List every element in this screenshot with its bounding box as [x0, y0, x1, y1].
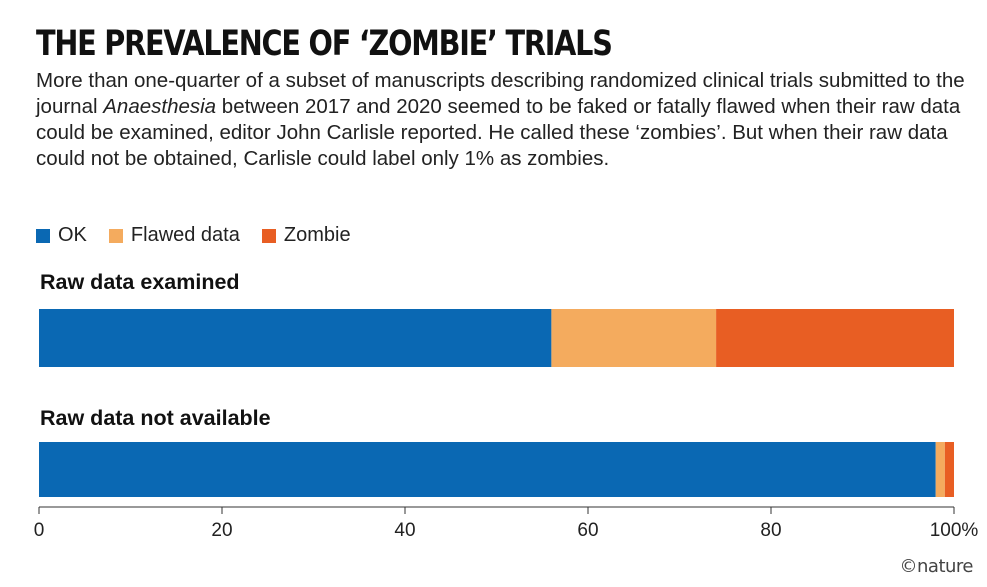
x-tick-label: 40 — [394, 520, 415, 541]
nature-credit: ©nature — [899, 556, 974, 577]
legend-item-zombie: Zombie — [261, 224, 351, 247]
x-tick-label: 0 — [34, 520, 45, 541]
chart-subtitle: More than one-quarter of a subset of man… — [36, 68, 966, 172]
legend-label-ok: OK — [58, 224, 87, 246]
group-label-examined: Raw data examined — [40, 270, 240, 294]
legend-item-ok: OK — [36, 224, 87, 247]
legend-label-zombie: Zombie — [283, 224, 351, 246]
legend-swatch-ok — [36, 228, 50, 243]
chart-title: THE PREVALENCE OF ‘ZOMBIE’ TRIALS — [36, 24, 613, 64]
x-tick-label: 20 — [211, 520, 232, 541]
subtitle-after: between 2017 and 2020 seemed to be faked… — [36, 95, 961, 170]
legend: OK Flawed data Zombie — [36, 224, 373, 247]
subtitle-journal: Anaesthesia — [103, 95, 217, 118]
group-label-not-available: Raw data not available — [40, 406, 271, 430]
x-tick-label: 100% — [930, 520, 979, 541]
legend-swatch-flawed — [108, 228, 123, 243]
legend-swatch-zombie — [261, 228, 276, 243]
bar-segment-zombie-examined — [716, 309, 954, 367]
bar-segment-flawed-not-available — [935, 442, 945, 497]
bar-segment-ok-not-available — [39, 442, 936, 497]
legend-label-flawed: Flawed data — [130, 224, 240, 246]
legend-item-flawed: Flawed data — [108, 224, 240, 247]
bar-segment-ok-examined — [39, 309, 552, 367]
bar-segment-zombie-not-available — [944, 442, 954, 497]
bar-segment-flawed-examined — [551, 309, 717, 367]
subtitle-before: More than one-quarter of a subset of man… — [36, 69, 965, 118]
x-tick-label: 60 — [577, 520, 598, 541]
x-tick-label: 80 — [760, 520, 781, 541]
